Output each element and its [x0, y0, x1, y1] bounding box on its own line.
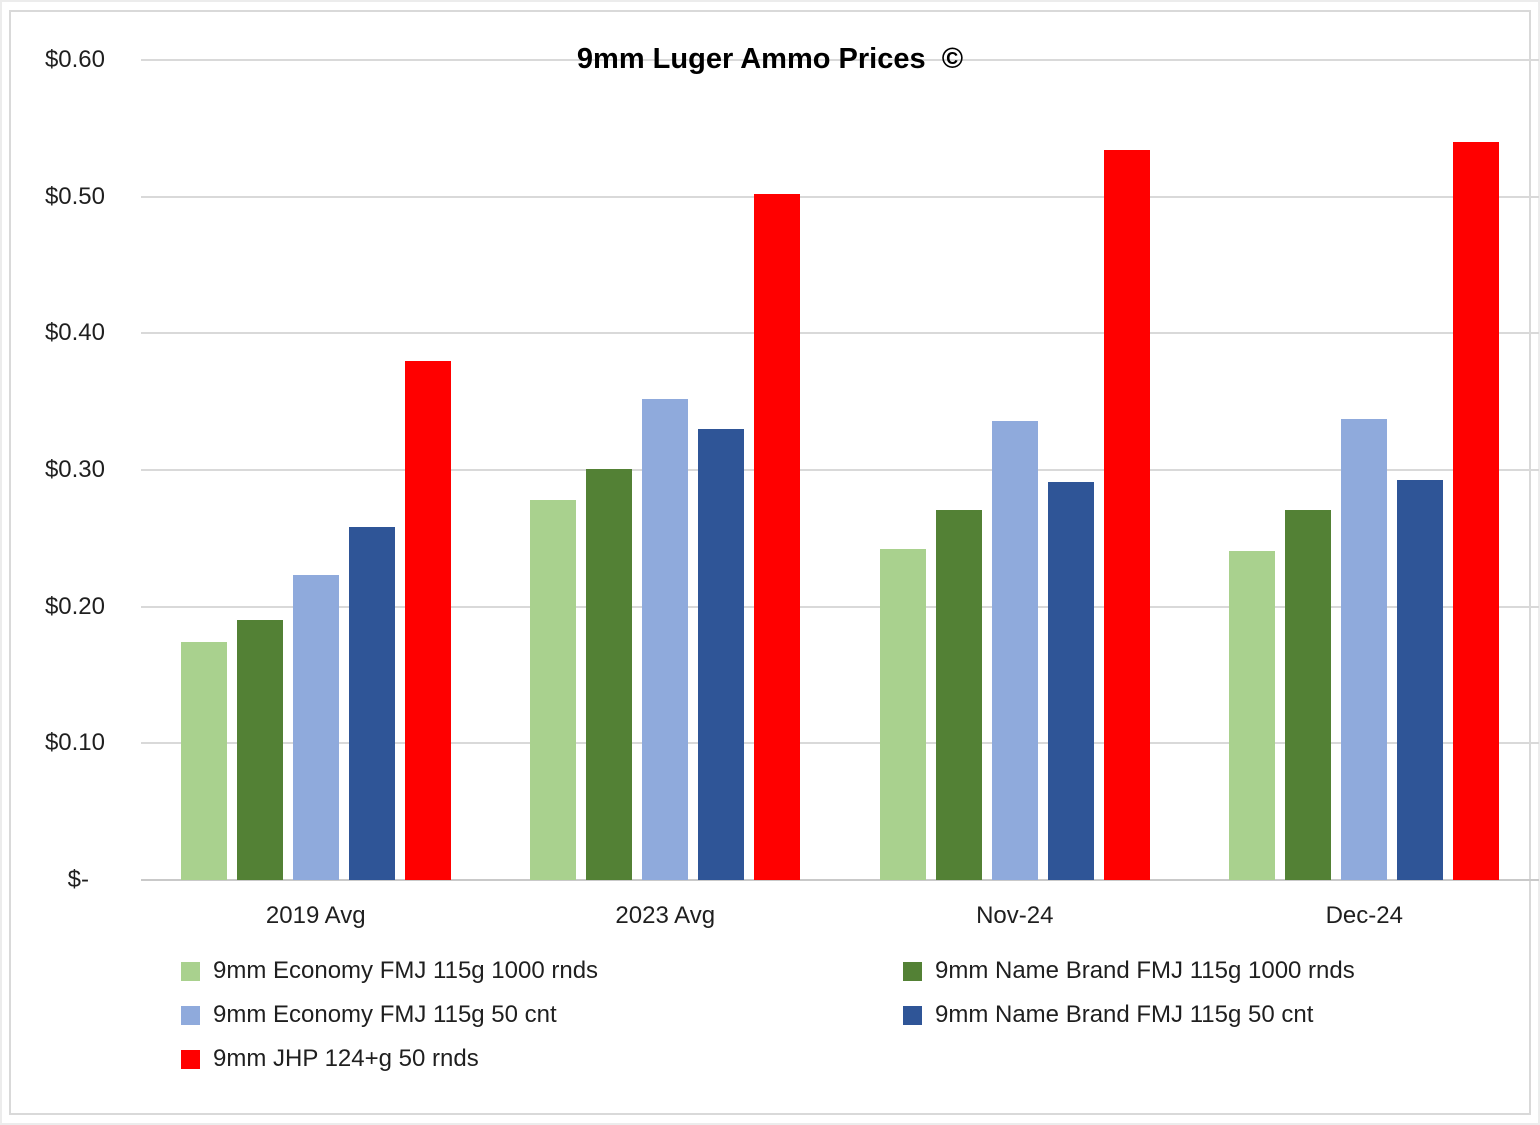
bar — [586, 468, 633, 880]
bar — [935, 509, 982, 880]
bar — [642, 398, 689, 880]
y-axis-tick-label: $0.10 — [44, 729, 105, 757]
y-axis-tick-label: $0.60 — [44, 46, 105, 73]
y-axis-tick-label: $- — [67, 866, 89, 893]
legend-item: 9mm Name Brand FMJ 115g 50 cnt — [903, 1000, 1355, 1030]
bar — [1285, 509, 1332, 880]
x-axis-line — [141, 879, 1539, 881]
legend-swatch — [903, 1005, 922, 1025]
x-axis-category-label: 2019 Avg — [265, 902, 366, 929]
plot-area — [141, 59, 1539, 881]
y-axis-tick-label: $0.30 — [44, 456, 105, 483]
bar — [754, 193, 801, 880]
gridline — [141, 742, 1539, 745]
bar-group — [1190, 60, 1540, 880]
bar — [348, 527, 395, 880]
bar — [1103, 150, 1150, 880]
bar-group — [141, 60, 491, 880]
legend-swatch — [181, 1049, 200, 1069]
legend-swatch — [181, 1005, 200, 1025]
bar — [404, 360, 451, 880]
legend: 9mm Economy FMJ 115g 1000 rnds 9mm Name B… — [181, 956, 1355, 1074]
bar-group — [840, 60, 1190, 880]
bar-group — [491, 60, 841, 880]
y-axis-tick-label: $0.40 — [44, 319, 105, 347]
chart-frame: 9mm Luger Ammo Prices © $0.60 $0.50 $0.40 $… — [9, 10, 1539, 1115]
bar — [236, 620, 283, 880]
legend-label: 9mm Name Brand FMJ 115g 50 cnt — [935, 1001, 1314, 1028]
x-axis-category-label: 2023 Avg — [615, 902, 716, 929]
bar — [1453, 142, 1500, 880]
gridline — [141, 195, 1539, 198]
legend-swatch — [181, 961, 200, 981]
y-axis-tick-label: $0.50 — [44, 182, 105, 210]
legend-item: 9mm Economy FMJ 115g 50 cnt — [181, 1000, 903, 1030]
legend-item: 9mm JHP 124+g 50 rnds — [181, 1044, 903, 1074]
bar — [879, 549, 926, 880]
legend-item: 9mm Name Brand FMJ 115g 1000 rnds — [903, 956, 1355, 986]
x-axis-category-label: Dec-24 — [1325, 902, 1403, 929]
bar — [1047, 482, 1094, 880]
bar — [292, 575, 339, 880]
gridline — [141, 469, 1539, 471]
bar — [698, 429, 745, 880]
bar — [530, 500, 577, 880]
legend-label: 9mm Name Brand FMJ 115g 1000 rnds — [935, 957, 1355, 984]
bar — [1341, 419, 1388, 880]
legend-label: 9mm JHP 124+g 50 rnds — [213, 1045, 479, 1072]
gridline — [141, 332, 1539, 335]
bar — [991, 420, 1038, 880]
gridline — [141, 59, 1539, 61]
x-axis-labels: 2019 Avg 2023 Avg Nov-24 Dec-24 — [141, 902, 1539, 930]
chart-title: 9mm Luger Ammo Prices © — [576, 43, 964, 75]
bar-groups — [141, 60, 1539, 880]
legend-label: 9mm Economy FMJ 115g 1000 rnds — [213, 957, 599, 984]
legend-item: 9mm Economy FMJ 115g 1000 rnds — [181, 956, 903, 986]
x-axis-category-label: Nov-24 — [976, 902, 1054, 929]
gridline — [141, 605, 1539, 608]
y-axis-labels: $0.60 $0.50 $0.40 $0.30 $0.20 $0.10 $- — [11, 46, 105, 893]
y-axis-tick-label: $0.20 — [44, 592, 105, 620]
legend-label: 9mm Economy FMJ 115g 50 cnt — [213, 1001, 557, 1028]
bar — [180, 642, 227, 880]
legend-swatch — [903, 961, 922, 981]
bar — [1397, 479, 1444, 880]
bar — [1229, 550, 1276, 880]
